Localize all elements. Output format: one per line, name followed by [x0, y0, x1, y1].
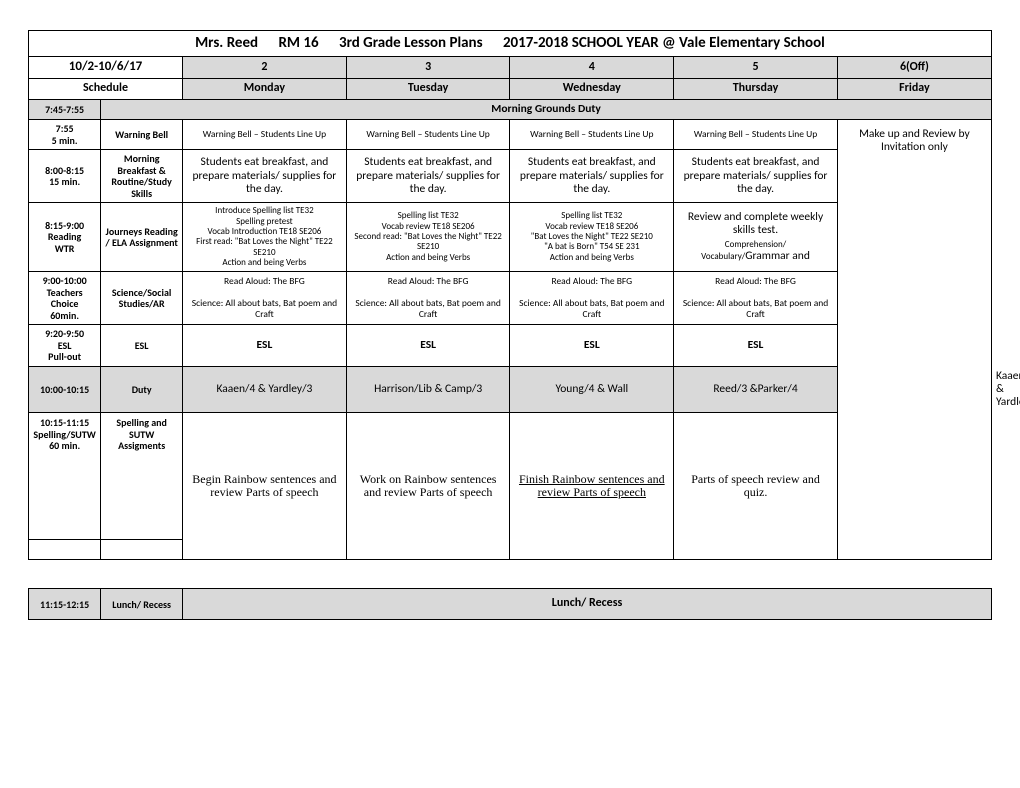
day-wed: Wednesday — [510, 79, 674, 100]
spell-tue: Work on Rainbow sentences and review Par… — [346, 413, 510, 560]
lunch-time: 11:15-12:15 — [29, 589, 101, 620]
ela-tue: Spelling list TE32 Vocab review TE18 SE2… — [346, 203, 510, 272]
daynum-fri: 6(Off) — [837, 57, 991, 79]
duty-wed: Young/4 & Wall — [510, 366, 674, 413]
spell-time: 10:15-11:15 Spelling/SUTW 60 min. — [29, 413, 101, 539]
ela-mon: Introduce Spelling list TE32 Spelling pr… — [183, 203, 347, 272]
day-tue: Tuesday — [346, 79, 510, 100]
lesson-plan-table: Mrs. Reed RM 16 3rd Grade Lesson Plans 2… — [28, 30, 992, 560]
wb-wed: Warning Bell – Students Line Up — [510, 120, 674, 150]
wb-time: 7:55 5 min. — [29, 120, 101, 150]
esl-wed: ESL — [510, 325, 674, 367]
school-year: 2017-2018 SCHOOL YEAR @ Vale Elementary … — [503, 34, 825, 52]
wb-thu: Warning Bell – Students Line Up — [674, 120, 838, 150]
lunch-text: Lunch/ Recess — [183, 589, 992, 620]
bf-mon: Students eat breakfast, and prepare mate… — [183, 150, 347, 203]
esl-time: 9:20-9:50 ESL Pull-out — [29, 325, 101, 367]
lunch-table: 11:15-12:15 Lunch/ Recess Lunch/ Recess — [28, 588, 992, 620]
spell-time-blank — [29, 539, 101, 560]
wb-label: Warning Bell — [101, 120, 183, 150]
ela-time: 8:15-9:00 Reading WTR — [29, 203, 101, 272]
bf-tue: Students eat breakfast, and prepare mate… — [346, 150, 510, 203]
ela-label: Journeys Reading / ELA Assignment — [101, 203, 183, 272]
sci-time: 9:00-10:00 Teachers Choice 60min. — [29, 272, 101, 325]
page-title: Mrs. Reed RM 16 3rd Grade Lesson Plans 2… — [29, 31, 992, 57]
daynum-mon: 2 — [183, 57, 347, 79]
duty-label: Duty — [101, 366, 183, 413]
bf-time: 8:00-8:15 15 min. — [29, 150, 101, 203]
teacher: Mrs. Reed — [195, 34, 258, 52]
esl-label: ESL — [101, 325, 183, 367]
spell-label: Spelling and SUTW Assigments — [101, 413, 183, 539]
esl-mon: ESL — [183, 325, 347, 367]
bf-label: Morning Breakfast & Routine/Study Skills — [101, 150, 183, 203]
spell-mon: Begin Rainbow sentences and review Parts… — [183, 413, 347, 560]
ela-thu: Review and complete weekly skills test. … — [674, 203, 838, 272]
room: RM 16 — [278, 34, 318, 52]
sci-tue: Read Aloud: The BFG Science: All about b… — [346, 272, 510, 325]
day-mon: Monday — [183, 79, 347, 100]
plan-title: 3rd Grade Lesson Plans — [339, 34, 483, 52]
spell-label-blank — [101, 539, 183, 560]
sci-mon: Read Aloud: The BFG Science: All about b… — [183, 272, 347, 325]
esl-tue: ESL — [346, 325, 510, 367]
spell-thu: Parts of speech review and quiz. — [674, 413, 838, 560]
schedule-label: Schedule — [29, 79, 183, 100]
sci-thu: Read Aloud: The BFG Science: All about b… — [674, 272, 838, 325]
day-thu: Thursday — [674, 79, 838, 100]
bf-thu: Students eat breakfast, and prepare mate… — [674, 150, 838, 203]
duty-mon: Kaaen/4 & Yardley/3 — [183, 366, 347, 413]
ela-wed: Spelling list TE32 Vocab review TE18 SE2… — [510, 203, 674, 272]
day-fri: Friday — [837, 79, 991, 100]
bf-wed: Students eat breakfast, and prepare mate… — [510, 150, 674, 203]
duty-thu: Reed/3 &Parker/4 — [674, 366, 838, 413]
daynum-thu: 5 — [674, 57, 838, 79]
sci-label: Science/Social Studies/AR — [101, 272, 183, 325]
wb-mon: Warning Bell – Students Line Up — [183, 120, 347, 150]
spell-wed: Finish Rainbow sentences and review Part… — [510, 413, 674, 560]
wb-tue: Warning Bell – Students Line Up — [346, 120, 510, 150]
friday-note: Make up and Review by Invitation only — [837, 120, 991, 560]
lunch-label: Lunch/ Recess — [101, 589, 183, 620]
daynum-wed: 4 — [510, 57, 674, 79]
mgd-text: Morning Grounds Duty — [101, 99, 992, 119]
duty-tue: Harrison/Lib & Camp/3 — [346, 366, 510, 413]
sci-wed: Read Aloud: The BFG Science: All about b… — [510, 272, 674, 325]
esl-thu: ESL — [674, 325, 838, 367]
week-range: 10/2-10/6/17 — [29, 57, 183, 79]
duty-time: 10:00-10:15 — [29, 366, 101, 413]
mgd-time: 7:45-7:55 — [29, 99, 101, 119]
daynum-tue: 3 — [346, 57, 510, 79]
